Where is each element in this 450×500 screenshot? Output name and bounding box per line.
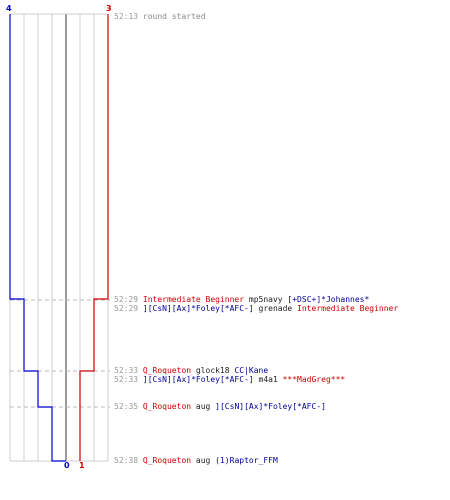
event-text-part: (1)Raptor_FFM [215, 456, 278, 465]
event-row: 52:29 Intermediate Beginner mp5navy [+DS… [114, 295, 369, 305]
event-text-part: Intermediate Beginner [297, 304, 399, 313]
event-text-part: aug [191, 456, 216, 465]
event-text-part: m4a1 [253, 375, 283, 384]
event-text-part: aug [191, 402, 216, 411]
event-guide-lines [10, 299, 110, 408]
blue-team-alive-line [9, 14, 66, 462]
blue-team-start-count: 4 [6, 4, 12, 13]
event-text-part: Q_Roqueton [142, 366, 192, 375]
event-text-part: mp5navy [244, 295, 288, 304]
event-text-part: Q_Roqueton [142, 402, 192, 411]
event-time: 52:35 [114, 402, 143, 411]
event-time: 52:29 [114, 295, 143, 304]
event-text-part: grenade [253, 304, 298, 313]
team-alive-lines [9, 14, 109, 462]
event-text-part: ][CsN][Ax]*Foley[*AFC-] [142, 304, 254, 313]
event-time: 52:33 [114, 366, 143, 375]
event-row: 52:13 round started [114, 12, 206, 22]
event-text-part: ][CsN][Ax]*Foley[*AFC-] [215, 402, 326, 411]
event-row: 52:33 Q_Roqueton glock18 CC|Kane [114, 366, 268, 376]
blue-team-end-count: 0 [64, 461, 70, 470]
event-time: 52:13 [114, 12, 143, 21]
event-text-part: round started [142, 12, 206, 21]
event-text-part: Intermediate Beginner [142, 295, 245, 304]
red-team-end-count: 1 [79, 461, 85, 470]
event-row: 52:35 Q_Roqueton aug ][CsN][Ax]*Foley[*A… [114, 402, 326, 412]
event-row: 52:38 Q_Roqueton aug (1)Raptor_FFM [114, 456, 278, 466]
event-text-part: glock18 [191, 366, 235, 375]
timeline-grid [9, 13, 109, 462]
event-text-part: ][CsN][Ax]*Foley[*AFC-] [142, 375, 254, 384]
red-team-alive-line [79, 14, 109, 461]
event-text-part: Q_Roqueton [142, 456, 192, 465]
event-time: 52:29 [114, 304, 143, 313]
event-text-part: CC|Kane [234, 366, 269, 375]
event-time: 52:33 [114, 375, 143, 384]
event-row: 52:29 ][CsN][Ax]*Foley[*AFC-] grenade In… [114, 304, 398, 314]
event-text-part: [+DSC+]*Johannes* [287, 295, 370, 304]
event-text-part: ***MadGreg*** [282, 375, 346, 384]
event-time: 52:38 [114, 456, 143, 465]
event-row: 52:33 ][CsN][Ax]*Foley[*AFC-] m4a1 ***Ma… [114, 375, 345, 385]
red-team-start-count: 3 [106, 4, 112, 13]
